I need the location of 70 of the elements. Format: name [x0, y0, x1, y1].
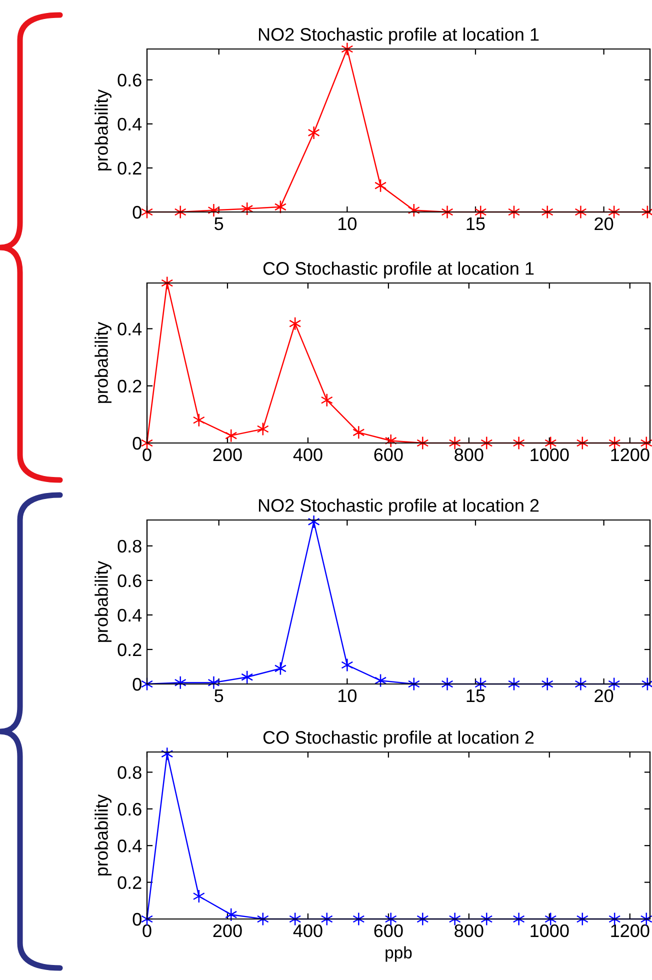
point: [512, 912, 525, 926]
y-tick-label: 0.4: [118, 840, 142, 852]
y-axis-title: probability: [94, 322, 112, 403]
x-tick-label: 400: [293, 448, 322, 462]
x-tick-label: 800: [454, 448, 484, 462]
y-tick-label: 0: [132, 436, 142, 450]
x-tick-label: 10: [338, 217, 357, 230]
y-tick-label: 0.2: [118, 876, 142, 890]
point: [441, 205, 454, 219]
point: [352, 426, 365, 440]
x-tick-label: 200: [213, 924, 242, 938]
point: [320, 912, 333, 926]
x-tick-label: 0: [142, 924, 152, 938]
point: [574, 205, 587, 219]
y-tick-label: 0.6: [118, 802, 142, 816]
x-tick-label: 1200: [611, 924, 650, 938]
chart-title: NO2 Stochastic profile at location 2: [258, 498, 539, 516]
point: [341, 42, 354, 56]
point: [352, 912, 365, 926]
x-tick-label: 1000: [530, 448, 569, 462]
y-tick-label: 0.6: [118, 74, 142, 87]
x-tick-label: 5: [214, 218, 224, 230]
x-tick-label: 20: [594, 217, 614, 230]
x-tick-label: 800: [454, 924, 484, 938]
y-tick-label: 0.8: [118, 766, 142, 779]
point: [541, 205, 554, 219]
y-axis-title: probability: [94, 794, 112, 876]
chart-title: NO2 Stochastic profile at location 1: [258, 28, 539, 44]
y-tick-label: 0.4: [118, 118, 142, 131]
x-tick-label: 1000: [530, 924, 569, 938]
x-tick-label: 10: [338, 689, 357, 702]
point: [441, 677, 454, 691]
x-tick-label: 400: [293, 924, 322, 938]
point: [448, 436, 461, 450]
point: [574, 677, 587, 691]
x-tick-label: 15: [466, 690, 485, 702]
y-tick-label: 0: [132, 206, 142, 219]
x-tick-label: 200: [213, 448, 242, 462]
point: [512, 436, 525, 450]
point: [341, 658, 354, 672]
point: [416, 912, 429, 926]
chart-title: CO Stochastic profile at location 2: [263, 730, 534, 748]
y-tick-label: 0.4: [118, 608, 142, 622]
point: [308, 126, 320, 140]
point: [320, 393, 333, 408]
x-tick-label: 20: [594, 689, 614, 702]
point: [174, 205, 186, 219]
x-tick-label: 5: [214, 690, 224, 702]
y-tick-label: 0.2: [118, 380, 142, 393]
y-tick-label: 0.6: [118, 574, 142, 588]
y-axis-title: probability: [94, 89, 112, 170]
y-tick-label: 0.8: [118, 540, 142, 553]
point: [641, 677, 652, 691]
chart-title: CO Stochastic profile at location 1: [263, 262, 534, 278]
x-tick-label: 15: [466, 218, 485, 230]
y-tick-label: 0.4: [118, 322, 142, 336]
y-tick-label: 0.2: [118, 162, 142, 175]
point: [641, 205, 652, 219]
point: [541, 677, 554, 691]
y-tick-label: 0.2: [118, 643, 142, 656]
point: [448, 912, 461, 926]
x-tick-label: 600: [374, 448, 403, 462]
y-tick-label: 0: [132, 912, 142, 926]
x-tick-label: 0: [142, 448, 152, 462]
x-axis-title: ppb: [386, 946, 412, 962]
y-tick-label: 0: [132, 678, 142, 691]
x-tick-label: 600: [374, 924, 403, 938]
y-axis-title: probability: [94, 560, 112, 642]
x-tick-label: 1200: [611, 448, 650, 462]
point: [416, 436, 429, 450]
